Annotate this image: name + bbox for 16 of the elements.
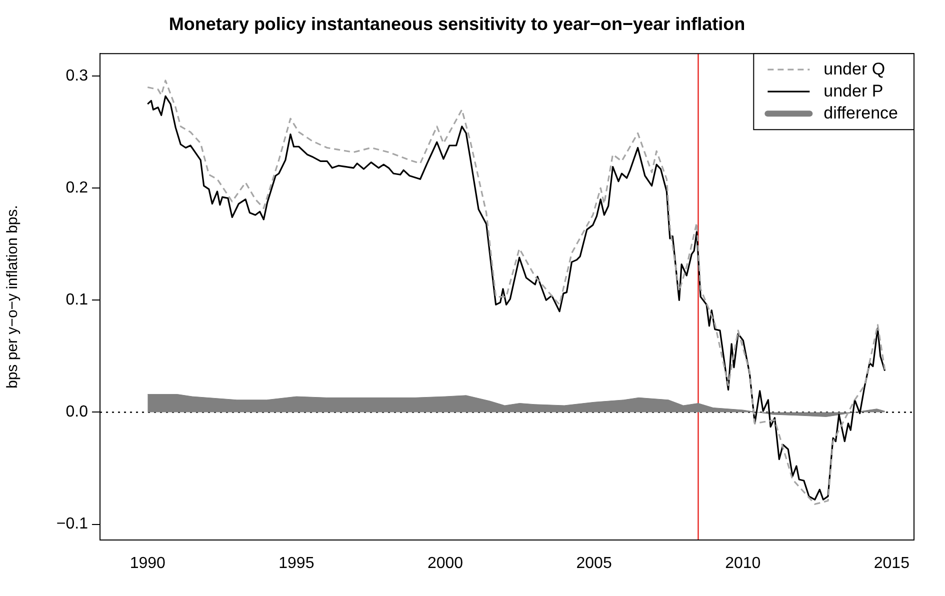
y-tick-label: 0.2 [66,179,88,196]
x-tick-label: 1995 [278,555,314,572]
x-tick-label: 2000 [427,555,464,572]
x-tick-label: 2015 [874,555,910,572]
legend-label: difference [824,103,898,122]
x-tick-label: 2010 [725,555,761,572]
chart-title: Monetary policy instantaneous sensitivity to year−on−year inflation [168,14,746,34]
x-tick-label: 1990 [130,555,166,572]
legend-label: under Q [824,59,886,78]
legend-label: under P [824,81,884,100]
y-tick-label: −0.1 [56,516,88,533]
y-tick-label: 0.3 [66,67,88,84]
y-tick-label: 0.1 [66,292,88,309]
x-tick-label: 2005 [576,555,612,572]
y-axis-title: bps per y−o−y inflation bps. [4,205,22,389]
y-tick-label: 0.0 [66,404,88,421]
